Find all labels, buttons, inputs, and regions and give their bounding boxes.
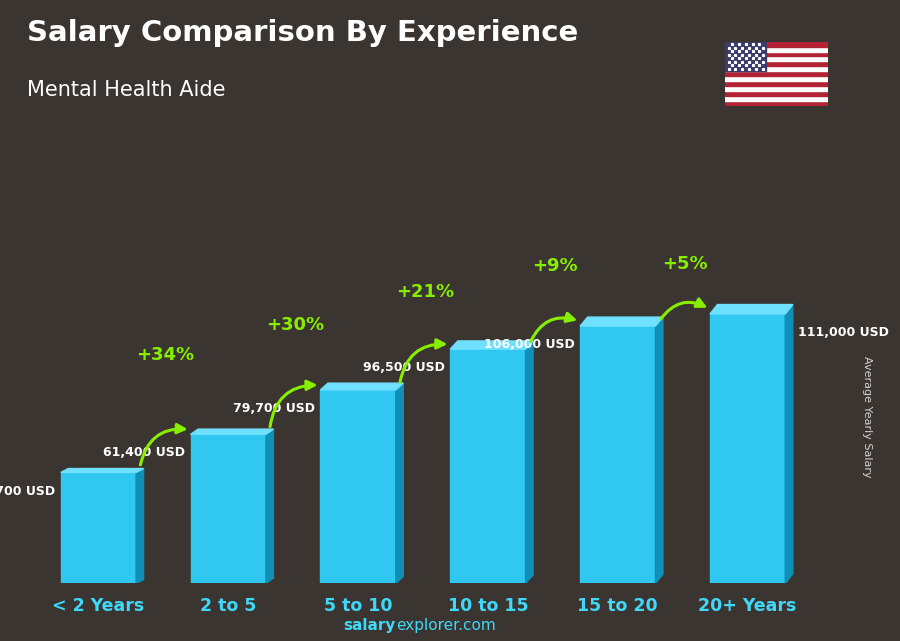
Polygon shape (450, 341, 533, 349)
Bar (724, 42, 828, 47)
Text: 79,700 USD: 79,700 USD (233, 402, 315, 415)
Text: Mental Health Aide: Mental Health Aide (27, 80, 226, 100)
Polygon shape (655, 317, 663, 583)
Bar (724, 71, 828, 76)
Text: +9%: +9% (532, 257, 578, 275)
Bar (61, 472, 136, 583)
Text: Average Yearly Salary: Average Yearly Salary (861, 356, 872, 478)
Text: 45,700 USD: 45,700 USD (0, 485, 56, 497)
Polygon shape (266, 429, 274, 583)
Polygon shape (191, 429, 274, 435)
Bar (724, 81, 828, 86)
Text: Salary Comparison By Experience: Salary Comparison By Experience (27, 19, 578, 47)
Text: 111,000 USD: 111,000 USD (798, 326, 889, 339)
Bar (724, 86, 828, 91)
Bar (724, 66, 828, 71)
Bar (724, 51, 828, 56)
Bar (320, 390, 396, 583)
Bar (724, 96, 828, 101)
Polygon shape (580, 317, 663, 326)
Text: +30%: +30% (266, 316, 324, 334)
Polygon shape (320, 383, 403, 390)
Text: +34%: +34% (136, 346, 194, 364)
Bar (450, 349, 526, 583)
Bar (580, 326, 655, 583)
Text: +21%: +21% (396, 283, 454, 301)
Bar (710, 314, 785, 583)
Text: salary: salary (344, 619, 396, 633)
Text: +5%: +5% (662, 254, 707, 272)
Text: 106,000 USD: 106,000 USD (484, 338, 575, 351)
Bar (724, 62, 828, 66)
Bar (724, 91, 828, 96)
Bar (724, 56, 828, 62)
Bar (724, 42, 766, 71)
Polygon shape (526, 341, 533, 583)
Text: 61,400 USD: 61,400 USD (104, 446, 185, 460)
Polygon shape (710, 304, 793, 314)
Polygon shape (785, 304, 793, 583)
Polygon shape (396, 383, 403, 583)
Polygon shape (136, 469, 144, 583)
Bar (724, 76, 828, 81)
Bar (191, 435, 266, 583)
Polygon shape (61, 469, 144, 472)
Bar (724, 101, 828, 106)
Text: 96,500 USD: 96,500 USD (364, 362, 446, 374)
Text: explorer.com: explorer.com (396, 619, 496, 633)
Bar (724, 47, 828, 51)
